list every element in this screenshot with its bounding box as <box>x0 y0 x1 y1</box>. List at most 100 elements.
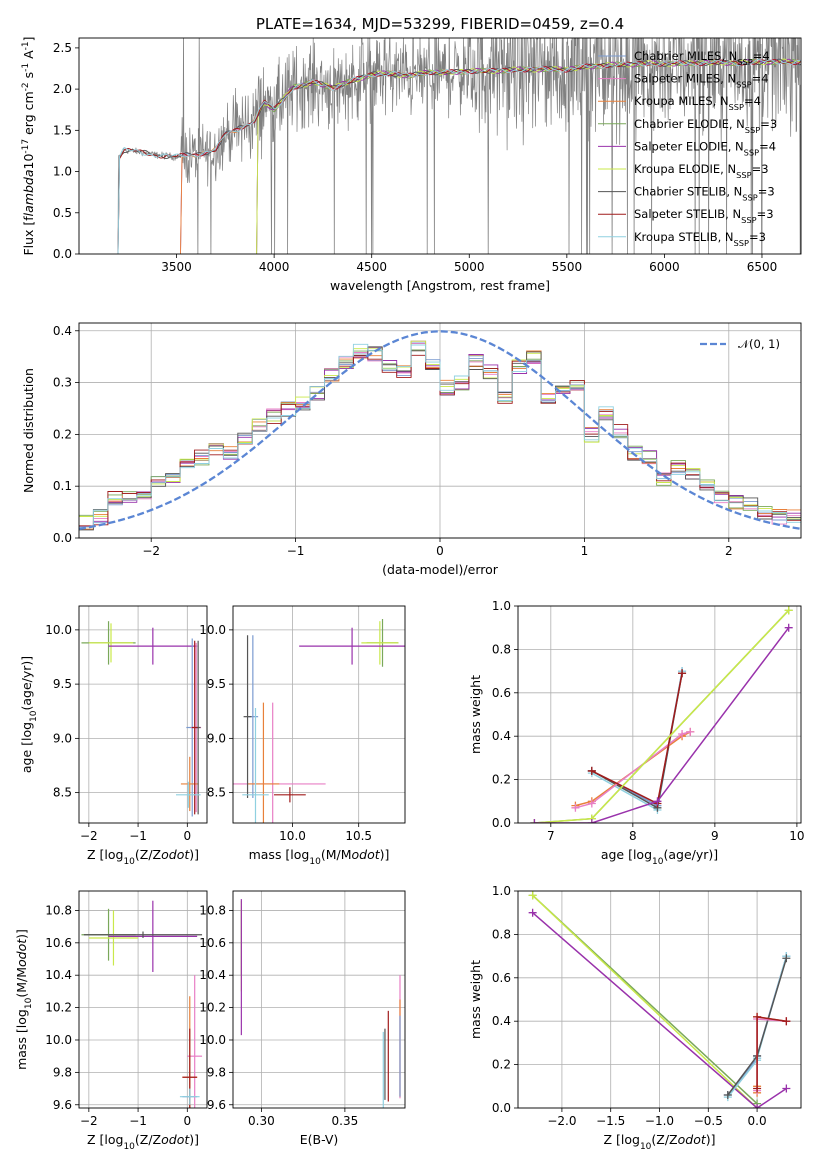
y-tick-label: 10.0 <box>199 1033 226 1047</box>
axes-age_vs_Z: −2 −1 0 8.5 9.0 9.5 10.0 Z [log10(Z/Zodot)] age … <box>19 605 208 867</box>
y-tick-label: 10.2 <box>45 1001 72 1015</box>
plot-area-mass_weight_vs_age <box>530 606 793 823</box>
errorbar-kroupa-miles <box>247 702 280 823</box>
y-tick-label: 0.4 <box>492 1014 511 1028</box>
axes-frame <box>517 890 802 1109</box>
series-line <box>534 609 790 823</box>
series-point <box>587 819 596 823</box>
x-tick-label: 3500 <box>161 260 192 274</box>
gaussian-curve <box>79 330 801 531</box>
histogram-kroupa-stelib <box>79 343 801 528</box>
y-axis-label: mass [log10(M/Modot)] <box>14 929 34 1070</box>
plot-area-mass_vs_EBV <box>240 899 401 1108</box>
series-kroupa-stelib <box>587 667 687 814</box>
axes-frame <box>232 605 406 824</box>
x-tick-label: 7 <box>547 829 555 843</box>
y-tick-label: 0.2 <box>492 773 511 787</box>
plot-area-spectrum <box>117 38 801 254</box>
x-tick-label: 9 <box>711 829 719 843</box>
x-axis-label: wavelength [Angstrom, rest frame] <box>330 278 550 293</box>
series-point <box>587 799 596 808</box>
y-tick-label: 0.4 <box>492 729 511 743</box>
x-tick-label: −1 <box>129 829 147 843</box>
series-point <box>678 730 687 739</box>
y-tick-label: 10.8 <box>199 903 226 917</box>
x-tick-label: −2 <box>80 1114 98 1128</box>
legend-label: Salpeter ELODIE, NSSP=4 <box>634 139 776 157</box>
x-tick-label: 10 <box>789 829 804 843</box>
errorbar-kroupa-stelib <box>179 1088 200 1105</box>
y-tick-label: 0.0 <box>53 247 72 261</box>
x-tick-label: 0.35 <box>332 1114 359 1128</box>
series-point <box>753 1012 762 1021</box>
series-point <box>587 766 596 775</box>
y-tick-label: 0.0 <box>492 1101 511 1115</box>
y-tick-label: 10.0 <box>199 623 226 637</box>
series-kroupa-elodie <box>530 606 793 823</box>
series-line <box>591 670 683 812</box>
legend: 𝒩(0, 1) <box>700 337 780 351</box>
x-tick-label: 5000 <box>454 260 485 274</box>
x-axis-label: mass [log10(M/Modot)] <box>249 847 390 867</box>
errorbar-salpeter-stelib <box>191 640 198 815</box>
series-point <box>723 1090 732 1099</box>
axes-frame <box>78 890 208 1109</box>
errorbar-salpeter-elodie <box>108 627 198 665</box>
axes-spectrum: 3500 4000 4500 5000 5500 6000 6500 0.0 0.5 1.0 1.5… <box>21 36 802 293</box>
axes-mass_weight_vs_age: 7 8 9 10 0.0 0.2 0.4 0.6 0.8 1.0 age [log10(age/yr… <box>468 599 805 867</box>
y-tick-label: 1.0 <box>53 165 72 179</box>
x-tick-label: 6500 <box>747 260 778 274</box>
x-tick-label: −1.5 <box>596 1114 625 1128</box>
series-point <box>784 623 793 632</box>
errorbar-salpeter-elodie <box>108 900 198 972</box>
y-tick-label: 0.6 <box>492 686 511 700</box>
grid-mass_vs_EBV <box>233 891 405 1108</box>
axes-frame <box>78 37 802 255</box>
series-point <box>753 1104 762 1108</box>
y-tick-label: 1.0 <box>492 884 511 898</box>
x-tick-label: 6000 <box>649 260 680 274</box>
series-line <box>534 609 790 823</box>
y-tick-label: 0.0 <box>53 531 72 545</box>
x-tick-label: 0 <box>183 1114 191 1128</box>
grid-mass_vs_Z <box>79 891 207 1108</box>
series-point <box>528 891 537 900</box>
errorbar-chabrier-stelib <box>243 635 252 799</box>
series-chabrier-stelib <box>587 669 687 812</box>
axes-residuals: −2 −1 0 1 2 0.0 0.1 0.2 0.3 0.4 (data-model)/error… <box>21 322 802 577</box>
y-axis-label: age [log10(age/yr)] <box>19 656 39 773</box>
y-tick-label: 2.5 <box>53 41 72 55</box>
y-tick-label: 10.6 <box>199 936 226 950</box>
y-tick-label: 0.6 <box>492 971 511 985</box>
x-tick-label: 0 <box>183 829 191 843</box>
legend-label: Salpeter STELIB, NSSP=3 <box>634 207 774 225</box>
y-tick-label: 0.2 <box>492 1058 511 1072</box>
series-line <box>532 912 787 1108</box>
y-tick-label: 0.8 <box>492 642 511 656</box>
y-tick-label: 1.5 <box>53 123 72 137</box>
x-tick-label: −1 <box>287 544 305 558</box>
series-point <box>784 606 793 615</box>
y-tick-label: 9.0 <box>207 731 226 745</box>
x-tick-label: 4500 <box>356 260 387 274</box>
series-chabrier-miles <box>587 667 687 810</box>
x-tick-label: −1 <box>129 1114 147 1128</box>
x-tick-label: −2 <box>142 544 160 558</box>
errorbar-kroupa-elodie <box>361 621 399 665</box>
series-salpeter-miles <box>571 727 695 812</box>
y-tick-label: 9.5 <box>207 677 226 691</box>
x-tick-label: 0.0 <box>748 1114 767 1128</box>
x-tick-label: 10.0 <box>279 829 306 843</box>
series-kroupa-elodie <box>528 891 762 1108</box>
x-axis-label: Z [log10(Z/Zodot)] <box>87 847 199 867</box>
series-line <box>756 1018 787 1091</box>
x-tick-label: 5500 <box>552 260 583 274</box>
series-line <box>756 1016 787 1093</box>
x-axis-label: Z [log10(Z/Zodot)] <box>603 1132 715 1152</box>
plot-area-mass_vs_Z <box>81 900 203 1108</box>
y-tick-label: 9.0 <box>53 731 72 745</box>
y-tick-label: 0.2 <box>53 427 72 441</box>
series-salpeter-elodie <box>528 908 791 1108</box>
x-tick-label: 8 <box>629 829 637 843</box>
